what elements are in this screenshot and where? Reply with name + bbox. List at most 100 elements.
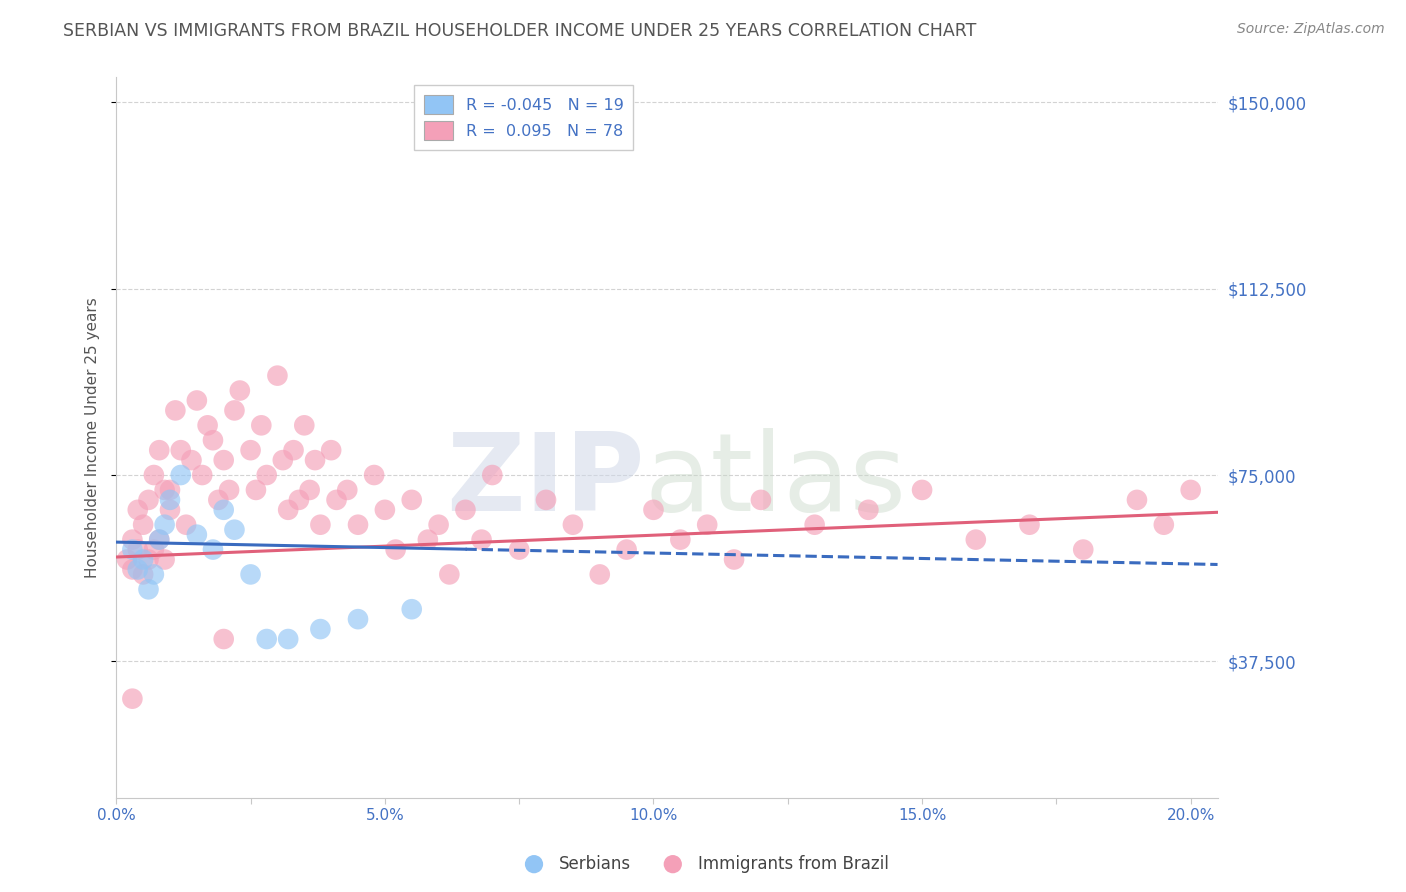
Point: [142, 468, 165, 483]
Point: [132, 567, 155, 582]
Point: [165, 403, 187, 417]
Point: [121, 691, 143, 706]
Point: [454, 503, 477, 517]
Point: [256, 632, 278, 646]
Point: [197, 418, 219, 433]
Point: [212, 632, 235, 646]
Point: [911, 483, 934, 497]
Point: [309, 622, 332, 636]
Point: [224, 523, 246, 537]
Text: Source: ZipAtlas.com: Source: ZipAtlas.com: [1237, 22, 1385, 37]
Point: [534, 492, 557, 507]
Point: [127, 503, 149, 517]
Point: [1018, 517, 1040, 532]
Point: [321, 443, 343, 458]
Point: [180, 453, 202, 467]
Point: [186, 527, 208, 541]
Point: [224, 403, 246, 417]
Point: [115, 552, 138, 566]
Point: [229, 384, 252, 398]
Point: [749, 492, 772, 507]
Point: [336, 483, 359, 497]
Point: [218, 483, 240, 497]
Point: [174, 517, 197, 532]
Point: [201, 434, 224, 448]
Point: [256, 468, 278, 483]
Point: [266, 368, 288, 383]
Point: [142, 542, 165, 557]
Text: ZIP: ZIP: [446, 428, 645, 534]
Point: [212, 503, 235, 517]
Point: [1126, 492, 1149, 507]
Point: [191, 468, 214, 483]
Point: [401, 492, 423, 507]
Text: atlas: atlas: [645, 428, 907, 534]
Point: [239, 567, 262, 582]
Point: [325, 492, 347, 507]
Point: [245, 483, 267, 497]
Point: [201, 542, 224, 557]
Point: [427, 517, 450, 532]
Point: [170, 468, 193, 483]
Point: [142, 567, 165, 582]
Point: [121, 533, 143, 547]
Point: [288, 492, 311, 507]
Point: [271, 453, 294, 467]
Point: [561, 517, 583, 532]
Point: [384, 542, 406, 557]
Point: [292, 418, 315, 433]
Point: [132, 552, 155, 566]
Point: [439, 567, 461, 582]
Point: [508, 542, 530, 557]
Point: [148, 443, 170, 458]
Point: [283, 443, 305, 458]
Point: [723, 552, 745, 566]
Point: [616, 542, 638, 557]
Point: [186, 393, 208, 408]
Point: [121, 542, 143, 557]
Point: [803, 517, 825, 532]
Point: [696, 517, 718, 532]
Point: [669, 533, 692, 547]
Point: [159, 483, 181, 497]
Point: [148, 533, 170, 547]
Point: [138, 552, 160, 566]
Point: [138, 492, 160, 507]
Point: [250, 418, 273, 433]
Point: [374, 503, 396, 517]
Point: [132, 517, 155, 532]
Point: [138, 582, 160, 597]
Point: [304, 453, 326, 467]
Point: [589, 567, 612, 582]
Point: [277, 632, 299, 646]
Point: [277, 503, 299, 517]
Legend: R = -0.045   N = 19, R =  0.095   N = 78: R = -0.045 N = 19, R = 0.095 N = 78: [415, 86, 633, 150]
Point: [207, 492, 229, 507]
Point: [127, 562, 149, 576]
Point: [298, 483, 321, 497]
Point: [1153, 517, 1175, 532]
Point: [212, 453, 235, 467]
Point: [159, 492, 181, 507]
Point: [159, 503, 181, 517]
Point: [153, 517, 176, 532]
Point: [153, 552, 176, 566]
Point: [471, 533, 494, 547]
Point: [347, 517, 370, 532]
Point: [148, 533, 170, 547]
Point: [643, 503, 665, 517]
Point: [121, 562, 143, 576]
Text: SERBIAN VS IMMIGRANTS FROM BRAZIL HOUSEHOLDER INCOME UNDER 25 YEARS CORRELATION : SERBIAN VS IMMIGRANTS FROM BRAZIL HOUSEH…: [63, 22, 977, 40]
Point: [965, 533, 987, 547]
Point: [170, 443, 193, 458]
Point: [347, 612, 370, 626]
Point: [416, 533, 439, 547]
Point: [309, 517, 332, 532]
Point: [858, 503, 880, 517]
Point: [127, 542, 149, 557]
Point: [363, 468, 385, 483]
Point: [1180, 483, 1202, 497]
Point: [239, 443, 262, 458]
Point: [401, 602, 423, 616]
Point: [1071, 542, 1094, 557]
